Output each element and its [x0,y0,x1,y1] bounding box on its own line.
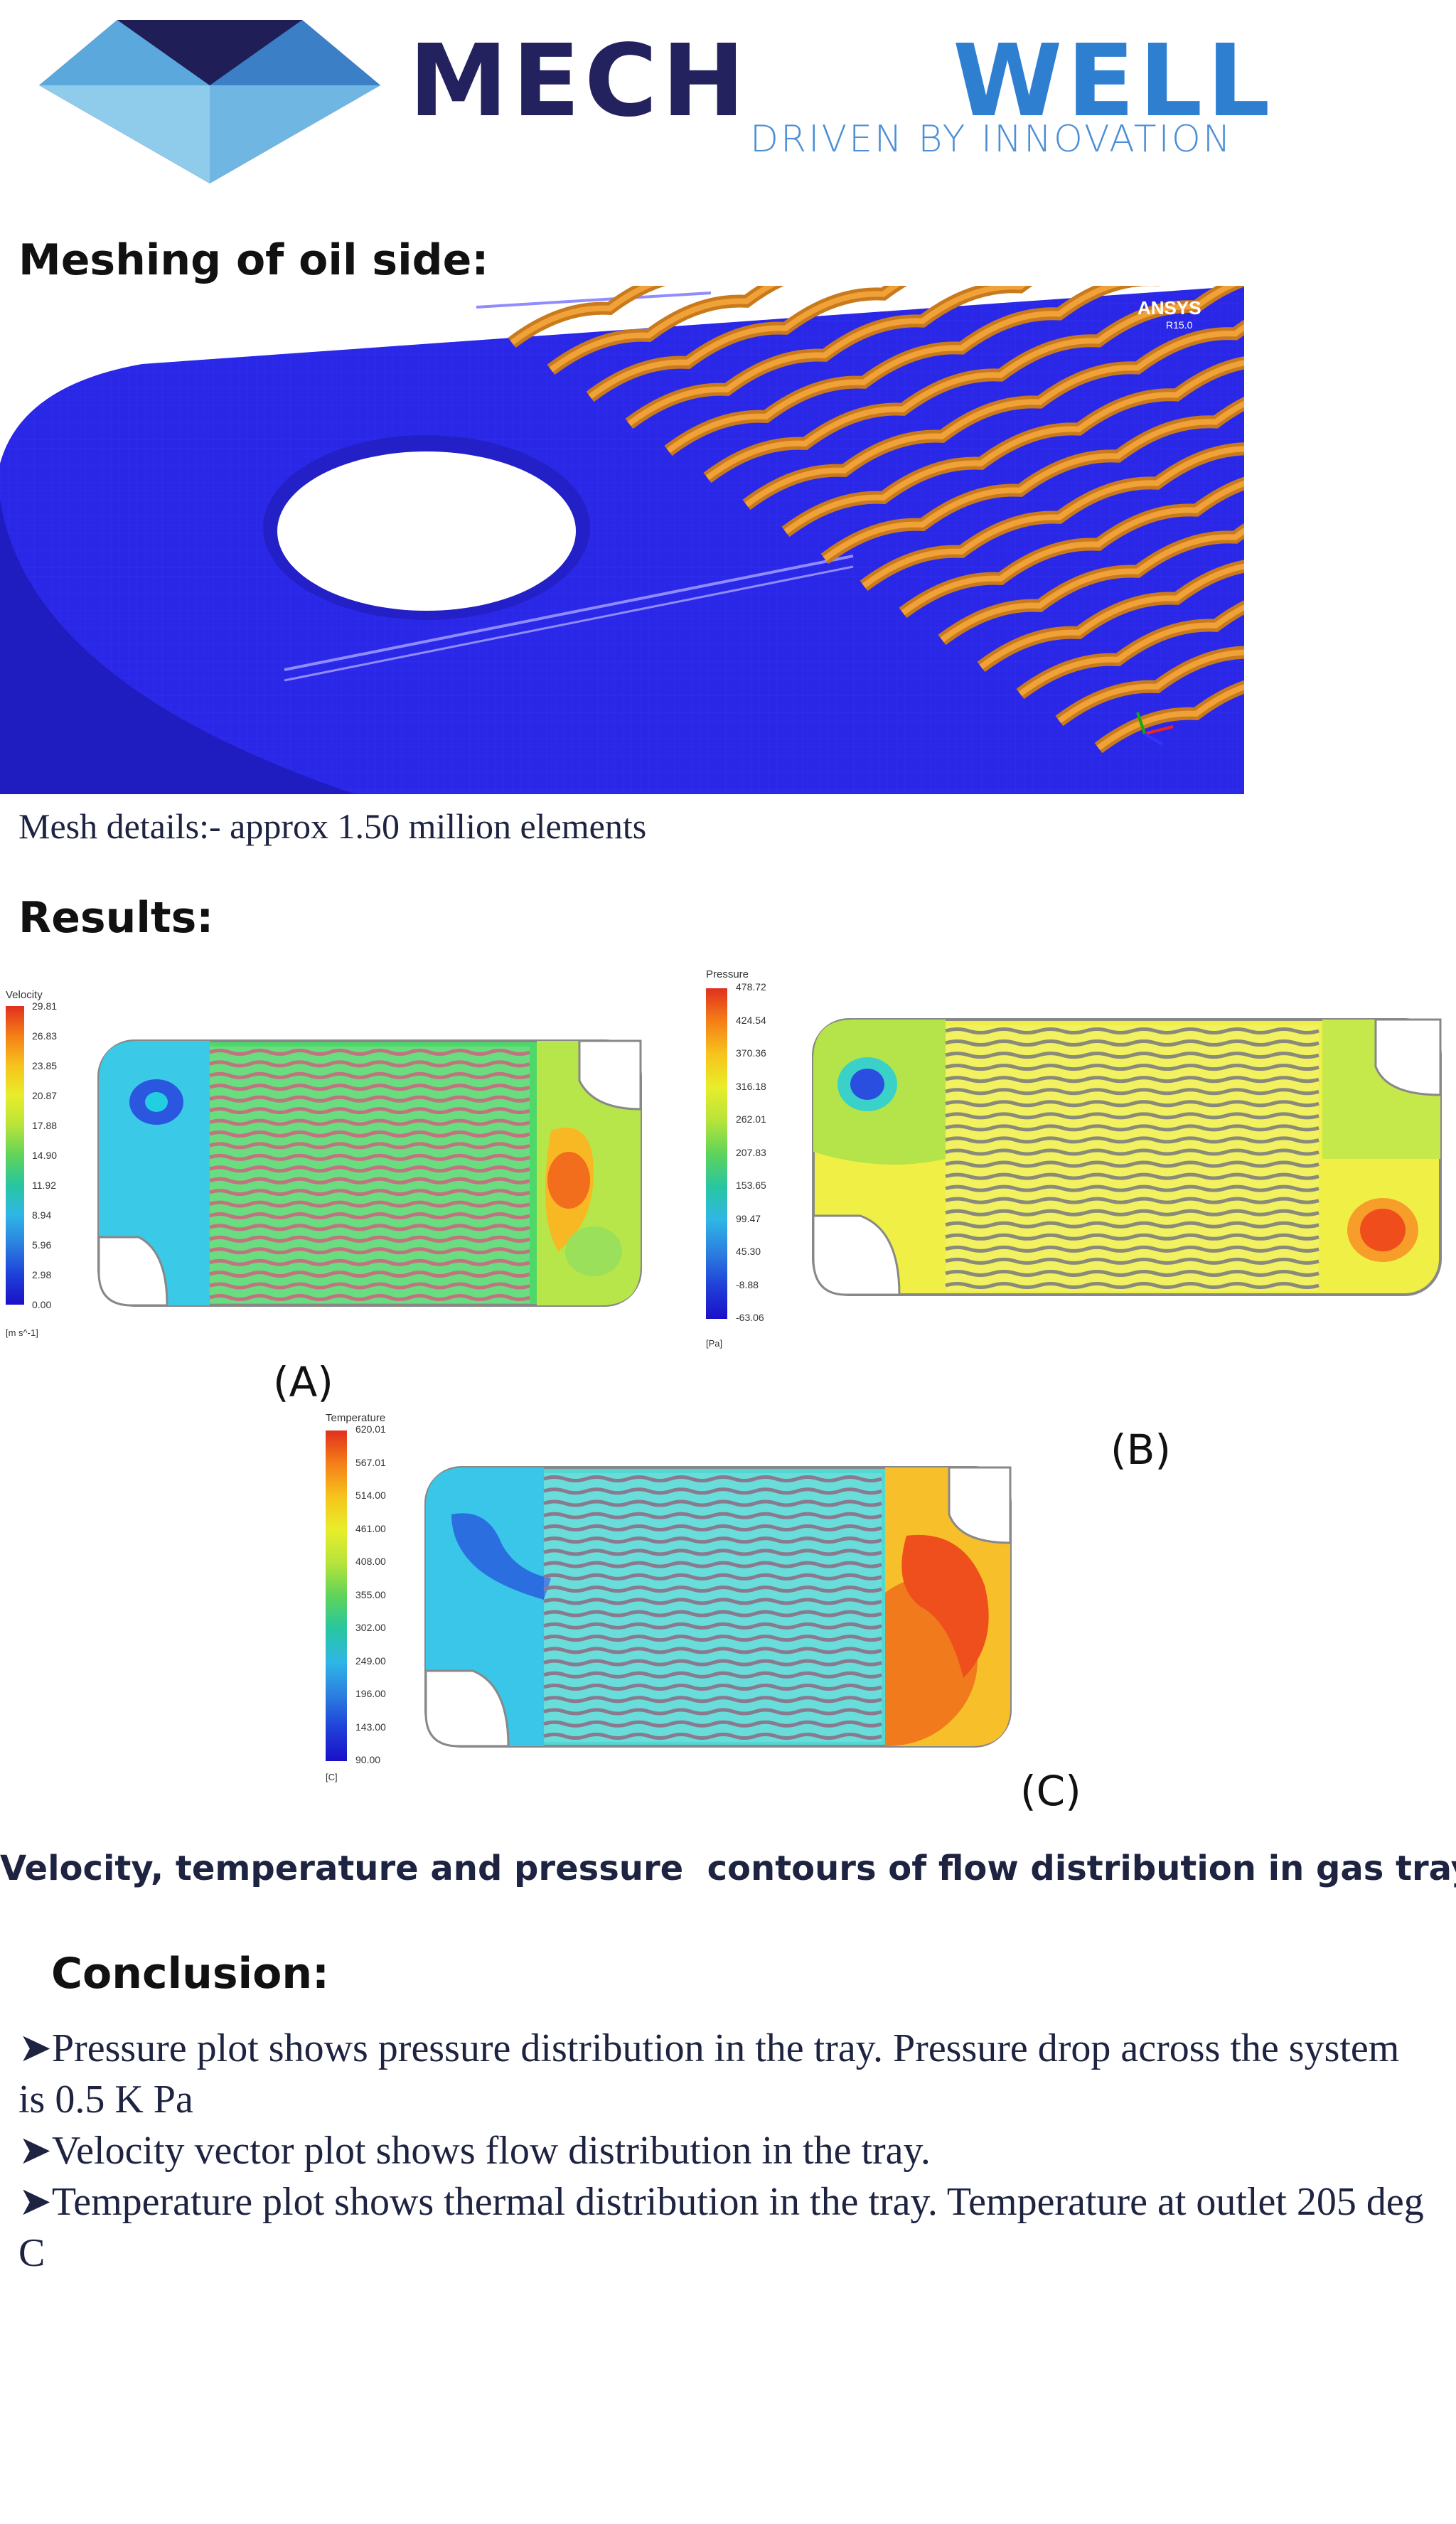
ansys-watermark: ANSYS [1138,297,1201,319]
results-caption: Velocity, temperature and pressure conto… [0,1849,1456,1888]
temperature-tick-label: 302.00 [355,1622,386,1633]
logo-diamond-icon [39,20,380,183]
pressure-contour [812,1018,1442,1296]
header-logo: MECH WELL DRIVEN BY INNOVATION [0,0,1456,206]
mesh-details: Mesh details:- approx 1.50 million eleme… [18,806,647,846]
pressure-legend-title: Pressure [706,968,749,980]
results-heading: Results: [18,893,214,943]
pressure-tick-label: 99.47 [736,1212,761,1224]
conclusion-list: ➤Pressure plot shows pressure distributi… [18,2023,1426,2279]
pressure-tick-label: 478.72 [736,981,766,993]
velocity-contour [97,1039,642,1307]
temperature-label: (C) [1020,1767,1081,1815]
temperature-tick-label: 90.00 [355,1754,381,1765]
velocity-tick-label: 23.85 [32,1060,58,1071]
mesh-illustration: ANSYS R15.0 [0,286,1244,794]
velocity-label: (A) [273,1358,333,1406]
pressure-plot: Pressure 478.72 424.54 370.36 316.18 262.01 2… [700,960,1456,1474]
pressure-tick-label: 153.65 [736,1180,766,1191]
velocity-tick-label: 20.87 [32,1090,58,1101]
mesh-heading: Meshing of oil side: [18,235,489,285]
arrow-bullet-icon: ➤ [18,2129,52,2173]
conclusion-heading: Conclusion: [51,1949,330,1999]
temperature-tick-label: 196.00 [355,1688,386,1699]
temperature-tick-label: 143.00 [355,1721,386,1733]
velocity-tick-label: 14.90 [32,1150,58,1161]
arrow-bullet-icon: ➤ [18,2180,52,2224]
pressure-tick-label: 45.30 [736,1246,761,1257]
velocity-legend-title: Velocity [6,989,43,1001]
pressure-tick-label: 207.83 [736,1146,766,1158]
temperature-tick-label: 408.00 [355,1556,386,1567]
temperature-tick-label: 620.01 [355,1423,386,1435]
temperature-legend-title: Temperature [326,1412,386,1424]
pressure-tick-label: -63.06 [736,1312,764,1323]
temperature-contour [424,1466,1012,1748]
velocity-tick-label: 29.81 [32,1000,58,1012]
pressure-tick-label: -8.88 [736,1278,759,1290]
pressure-colorbar [706,988,727,1319]
temperature-tick-label: 249.00 [355,1654,386,1667]
pressure-tick-label: 262.01 [736,1113,766,1125]
velocity-colorbar [6,1006,24,1305]
temperature-colorbar [326,1431,347,1761]
brand-tagline: DRIVEN BY INNOVATION [750,118,1233,161]
temperature-unit: [C] [326,1772,338,1782]
velocity-tick-label: 11.92 [32,1180,56,1191]
temperature-tick-label: 514.00 [355,1490,386,1501]
brand-left: MECH [409,23,749,139]
velocity-tick-label: 8.94 [32,1209,52,1221]
pressure-tick-label: 424.54 [736,1014,766,1026]
velocity-tick-label: 17.88 [32,1120,58,1131]
axis-triad-icon [1136,712,1174,746]
ansys-version: R15.0 [1166,319,1193,331]
conclusion-item: ➤Temperature plot shows thermal distribu… [18,2180,1424,2275]
arrow-bullet-icon: ➤ [18,2026,52,2070]
pressure-label: (B) [1110,1426,1172,1474]
brand-right: WELL [953,23,1275,139]
pressure-unit: [Pa] [706,1338,723,1349]
velocity-tick-label: 2.98 [32,1269,52,1280]
temperature-plot: Temperature 620.01 567.01 514.00 461.00 408.… [320,1408,1102,1815]
pressure-tick-label: 316.18 [736,1080,766,1092]
velocity-plot: Velocity 29.81 26.83 23.85 20.87 17.88 14.90 1… [0,985,647,1406]
temperature-tick-label: 461.00 [355,1522,386,1534]
velocity-unit: [m s^-1] [6,1327,38,1338]
velocity-tick-label: 5.96 [32,1239,52,1251]
conclusion-item: ➤Pressure plot shows pressure distributi… [18,2026,1400,2122]
conclusion-item: ➤Velocity vector plot shows flow distrib… [18,2129,931,2173]
temperature-tick-label: 567.01 [355,1456,386,1468]
mesh-image: ANSYS R15.0 [0,286,1244,794]
pressure-tick-label: 370.36 [736,1047,766,1059]
velocity-tick-label: 0.00 [32,1299,52,1310]
temperature-tick-label: 355.00 [355,1588,386,1600]
velocity-tick-label: 26.83 [32,1030,58,1042]
